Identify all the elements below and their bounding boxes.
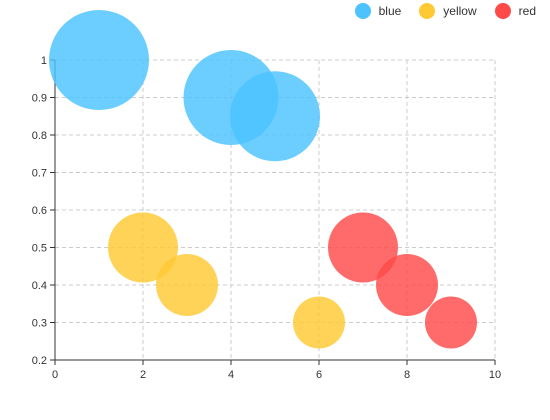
legend-label: red — [518, 4, 536, 18]
legend-label: blue — [378, 4, 402, 18]
bubble-red[interactable] — [328, 212, 398, 283]
legend: blue yellow red — [354, 3, 536, 19]
bubble-red[interactable] — [425, 296, 477, 349]
bubble-yellow[interactable] — [108, 212, 178, 283]
bubble-red[interactable] — [376, 254, 438, 316]
bubble-yellow[interactable] — [156, 254, 218, 316]
legend-item-yellow[interactable]: yellow — [419, 3, 477, 19]
x-tick-label: 6 — [316, 369, 322, 381]
y-tick-label: 0.9 — [32, 93, 47, 105]
x-tick-label: 2 — [140, 369, 146, 381]
legend-item-blue[interactable]: blue — [354, 3, 402, 19]
x-tick-label: 4 — [228, 369, 234, 381]
y-tick-label: 1 — [41, 55, 47, 67]
y-tick-label: 0.5 — [32, 243, 47, 255]
bubble-series — [49, 10, 477, 349]
legend-swatch — [494, 3, 511, 19]
legend-swatch — [419, 3, 436, 19]
y-tick-label: 0.8 — [32, 130, 47, 142]
legend-swatch — [354, 3, 371, 19]
bubble-blue[interactable] — [49, 10, 149, 110]
y-tick-label: 0.4 — [32, 280, 47, 292]
y-tick-label: 0.3 — [32, 318, 47, 330]
legend-item-red[interactable]: red — [494, 3, 536, 19]
legend-label: yellow — [443, 4, 477, 18]
y-tick-label: 0.2 — [32, 355, 47, 367]
y-tick-label: 0.7 — [32, 168, 47, 180]
x-tick-label: 8 — [404, 369, 410, 381]
x-tick-label: 0 — [52, 369, 58, 381]
axes: 0.20.30.40.50.60.70.80.910 2 4 6 8 10 — [32, 55, 501, 381]
bubble-blue[interactable] — [230, 71, 320, 162]
y-tick-label: 0.6 — [32, 205, 47, 217]
bubble-yellow[interactable] — [293, 296, 345, 349]
x-tick-label: 10 — [489, 369, 501, 381]
